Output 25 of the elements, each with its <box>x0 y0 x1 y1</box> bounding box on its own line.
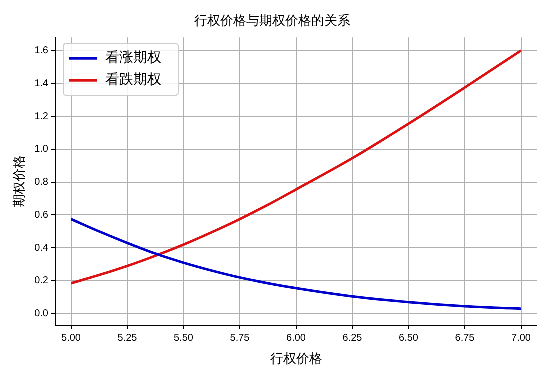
y-tick-label: 0.4 <box>34 242 49 254</box>
x-tick-label: 6.75 <box>455 333 476 344</box>
x-tick-label: 5.25 <box>118 333 138 344</box>
y-tick-label: 1.4 <box>34 78 49 90</box>
y-tick-label: 0.6 <box>34 210 49 221</box>
y-tick-label: 0.0 <box>34 308 49 320</box>
y-tick-label: 1.0 <box>34 144 49 156</box>
y-tick-label: 1.6 <box>34 46 49 57</box>
x-tick-label: 5.00 <box>62 333 82 344</box>
line-series <box>70 50 522 285</box>
x-tick-label: 5.50 <box>174 333 194 344</box>
x-tick-label: 6.50 <box>399 333 419 344</box>
y-tick-label: 0.2 <box>34 276 49 287</box>
x-tick-label: 6.00 <box>286 333 306 344</box>
x-tick-label: 6.25 <box>342 333 363 344</box>
chart-title: 行权价格与期权价格的关系 <box>194 14 350 30</box>
x-tick-label: 5.75 <box>230 333 250 344</box>
legend-label: 看跌期权 <box>106 72 162 88</box>
line-series <box>70 218 522 310</box>
x-axis-title: 行权价格 <box>270 350 322 366</box>
y-axis-title: 期权价格 <box>11 156 26 208</box>
x-tick-label: 7.00 <box>512 333 532 344</box>
legend-label: 看涨期权 <box>106 50 162 66</box>
y-tick-label: 1.2 <box>34 111 49 122</box>
y-tick-label: 0.8 <box>34 177 49 188</box>
